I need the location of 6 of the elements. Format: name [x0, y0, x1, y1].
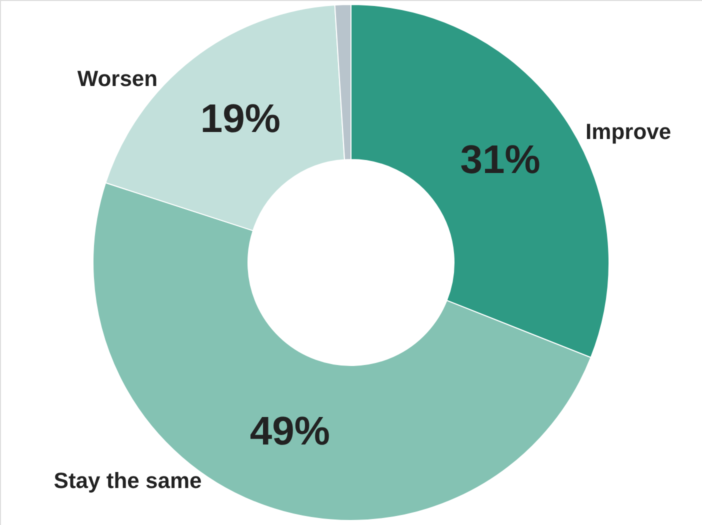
slice-label: Worsen: [77, 66, 158, 92]
data-label: 31%: [460, 138, 540, 182]
data-label: 19%: [200, 96, 280, 141]
slice-label: Stay the same: [54, 468, 202, 493]
slice-label: Improve: [586, 118, 672, 144]
data-label: 49%: [250, 409, 330, 454]
